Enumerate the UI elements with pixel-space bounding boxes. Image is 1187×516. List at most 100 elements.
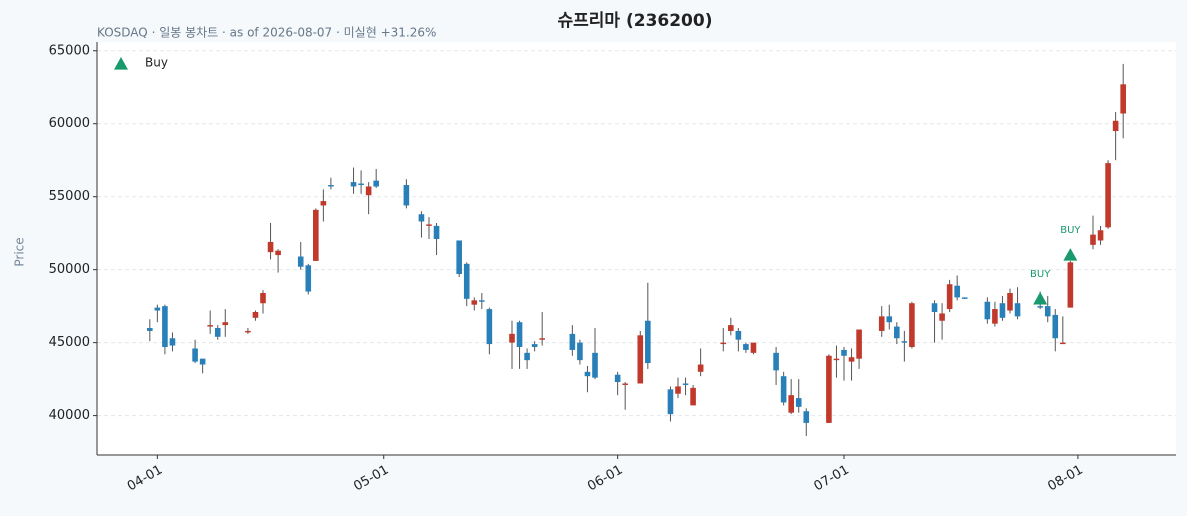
candle-body xyxy=(313,209,319,261)
candle-body xyxy=(267,241,274,253)
candle-body xyxy=(886,316,893,323)
candle-body xyxy=(788,395,794,413)
candle-body xyxy=(252,311,259,318)
candle-body xyxy=(192,348,198,362)
candle-body xyxy=(939,313,945,321)
candle-body xyxy=(1037,306,1043,308)
candle-body xyxy=(894,326,900,339)
candle-body xyxy=(1067,262,1074,308)
candle-body xyxy=(433,225,440,240)
candle-body xyxy=(199,358,206,365)
candle-body xyxy=(1052,314,1059,339)
candle-body xyxy=(222,322,229,326)
candle-body xyxy=(358,183,364,186)
candle-body xyxy=(463,263,470,299)
candle-body xyxy=(305,265,312,292)
candle-body xyxy=(682,383,689,385)
candle-body xyxy=(350,182,357,187)
chart-title: 슈프리마 (236200) xyxy=(558,11,713,31)
candle-body xyxy=(418,214,425,222)
candle-body xyxy=(961,297,968,299)
candle-body xyxy=(645,320,651,364)
candle-body xyxy=(931,303,938,312)
candle-body xyxy=(207,325,213,327)
candle-body xyxy=(728,325,734,331)
candle-body xyxy=(984,301,991,320)
candle-body xyxy=(403,185,410,206)
candle-body xyxy=(471,300,478,305)
candle-body xyxy=(328,185,334,187)
y-tick-label: 60000 xyxy=(49,116,90,131)
candle-body xyxy=(373,180,379,187)
candle-body xyxy=(1120,84,1126,114)
candle-body xyxy=(833,358,840,361)
candle-body xyxy=(954,285,960,298)
candle-body xyxy=(531,344,538,348)
candle-body xyxy=(162,306,168,348)
candle-body xyxy=(577,342,583,361)
candle-body xyxy=(1112,120,1119,132)
candle-body xyxy=(260,293,266,304)
candle-body xyxy=(275,250,281,256)
y-tick-label: 40000 xyxy=(49,408,90,423)
y-tick-label: 50000 xyxy=(49,262,90,277)
candle-body xyxy=(773,352,779,371)
candle-body xyxy=(667,389,674,415)
candle-body xyxy=(584,371,591,377)
candle-body xyxy=(147,328,153,331)
candle-body xyxy=(690,387,696,406)
candle-body xyxy=(750,342,757,353)
candle-body xyxy=(320,201,327,206)
chart-subtitle: KOSDAQ · 일봉 봉차트 · as of 2026-08-07 · 미실현… xyxy=(97,26,436,40)
buy-marker xyxy=(1063,248,1078,261)
x-tick-label: 08-01 xyxy=(1045,463,1085,495)
candle-body xyxy=(214,328,221,337)
legend-label: Buy xyxy=(145,56,168,70)
candle-body xyxy=(780,376,787,403)
candle-body xyxy=(524,352,530,361)
candle-body xyxy=(841,349,847,356)
candle-body xyxy=(856,329,862,359)
plot-area xyxy=(97,42,1176,455)
x-tick-label: 07-01 xyxy=(812,463,852,495)
candle-body xyxy=(720,342,727,345)
candle-body xyxy=(486,309,493,345)
candle-body xyxy=(1105,163,1111,228)
candle-body xyxy=(479,300,485,302)
candle-body xyxy=(795,398,802,407)
candle-body xyxy=(516,322,523,348)
candle-body xyxy=(569,333,576,350)
buy-label: BUY xyxy=(1030,269,1051,280)
x-tick-label: 05-01 xyxy=(351,463,391,495)
candle-body xyxy=(743,344,749,350)
candle-body xyxy=(999,303,1006,318)
candle-body xyxy=(909,303,915,348)
candle-body xyxy=(803,411,810,423)
candle-body xyxy=(456,240,462,275)
candle-body xyxy=(245,330,251,333)
candle-body xyxy=(637,335,644,384)
y-tick-label: 45000 xyxy=(49,335,90,350)
candle-body xyxy=(697,364,704,372)
candle-body xyxy=(1014,303,1021,317)
candle-body xyxy=(622,383,628,385)
legend-marker xyxy=(114,57,128,70)
x-tick-label: 04-01 xyxy=(125,463,165,495)
candle-body xyxy=(426,224,432,226)
candle-body xyxy=(169,338,176,346)
candle-body xyxy=(946,284,953,310)
candle-body xyxy=(675,386,681,394)
candle-body xyxy=(365,186,372,196)
candle-body xyxy=(901,341,908,343)
candle-body xyxy=(826,355,832,423)
candle-body xyxy=(1097,230,1104,241)
candle-body xyxy=(1007,293,1013,311)
y-tick-label: 65000 xyxy=(49,43,90,58)
candle-body xyxy=(297,256,304,267)
candle-body xyxy=(614,374,621,383)
candle-body xyxy=(735,330,742,340)
candle-body xyxy=(509,333,515,343)
candle-body xyxy=(992,309,998,324)
y-tick-label: 55000 xyxy=(49,189,90,204)
